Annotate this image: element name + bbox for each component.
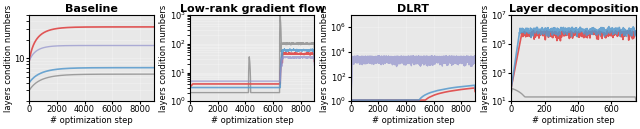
X-axis label: # optimization step: # optimization step — [532, 116, 615, 125]
Title: Layer decomposition: Layer decomposition — [509, 4, 639, 14]
X-axis label: # optimization step: # optimization step — [50, 116, 133, 125]
Y-axis label: layers condition numbers: layers condition numbers — [320, 5, 329, 112]
X-axis label: # optimization step: # optimization step — [211, 116, 294, 125]
Y-axis label: layers condition numbers: layers condition numbers — [481, 5, 490, 112]
Title: DLRT: DLRT — [397, 4, 429, 14]
X-axis label: # optimization step: # optimization step — [371, 116, 454, 125]
Title: Baseline: Baseline — [65, 4, 118, 14]
Title: Low-rank gradient flow: Low-rank gradient flow — [180, 4, 324, 14]
Y-axis label: layers condition numbers: layers condition numbers — [159, 5, 168, 112]
Y-axis label: layers condition numbers: layers condition numbers — [4, 5, 13, 112]
